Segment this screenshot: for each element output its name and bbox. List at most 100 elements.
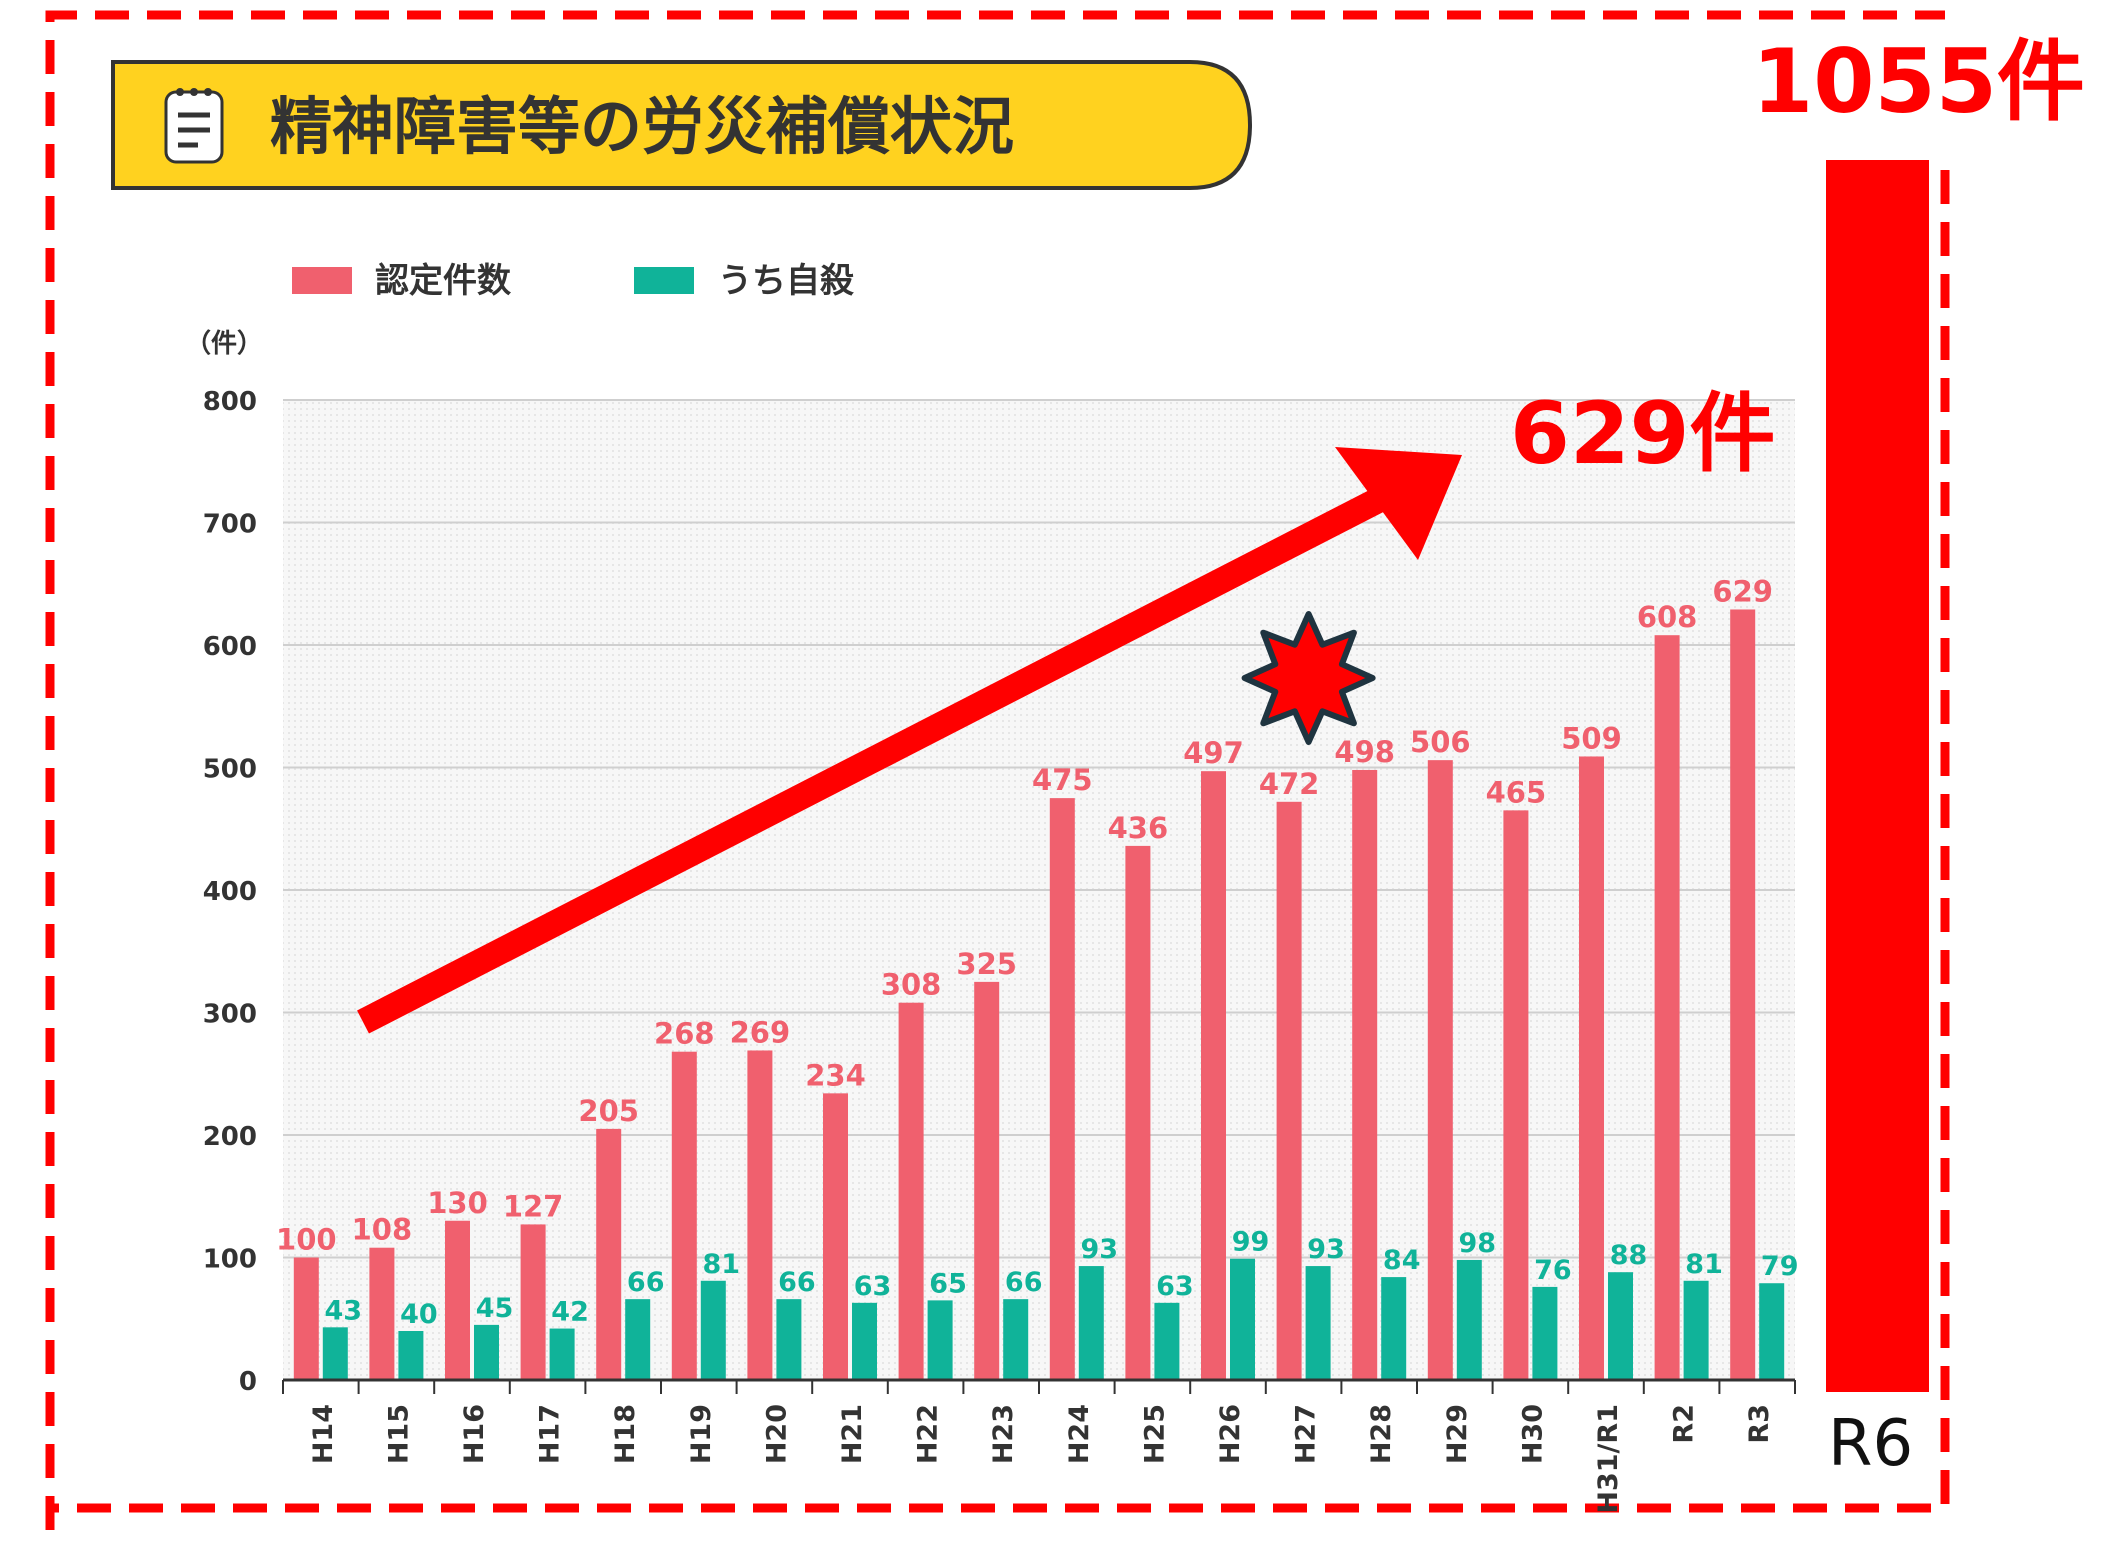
x-tick-label: H28: [1366, 1404, 1397, 1464]
bar-nintei-H24: [1049, 798, 1075, 1380]
data-label-nintei: 629: [1712, 574, 1773, 608]
bar-jisatsu-H21: [852, 1302, 877, 1380]
data-label-nintei: 108: [352, 1213, 413, 1247]
bars-group: 100 43 108 40 130 45 127 42 205 66 268 81 269 66 234 63…: [276, 574, 1798, 1380]
bar-jisatsu-H29: [1456, 1259, 1482, 1380]
bar-nintei-H27: [1276, 801, 1302, 1380]
data-label-nintei: 497: [1183, 736, 1244, 770]
data-label-jisatsu: 66: [627, 1267, 665, 1298]
bar-nintei-H26: [1201, 771, 1226, 1380]
y-tick-label: 300: [203, 1000, 257, 1030]
bar-nintei-H21: [823, 1093, 848, 1380]
data-label-nintei: 234: [805, 1058, 866, 1092]
data-label-jisatsu: 81: [703, 1249, 741, 1280]
trend-arrow: [357, 447, 1462, 1034]
bar-jisatsu-H28: [1381, 1277, 1407, 1380]
data-label-nintei: 325: [956, 947, 1017, 981]
data-label-nintei: 509: [1561, 721, 1622, 755]
data-label-nintei: 100: [276, 1223, 337, 1257]
bar-nintei-H19: [671, 1051, 697, 1380]
x-tick-label: H16: [459, 1404, 490, 1464]
x-tick-label: H24: [1064, 1404, 1095, 1464]
bar-jisatsu-H20: [776, 1299, 802, 1380]
legend: 認定件数 うち自殺: [292, 261, 854, 301]
data-label-jisatsu: 99: [1232, 1227, 1270, 1258]
legend-label-jisatsu: うち自殺: [718, 261, 854, 301]
x-tick-label: H23: [988, 1404, 1019, 1464]
x-tick-label: H31/R1: [1593, 1404, 1624, 1514]
bar-nintei-H31/R1: [1579, 756, 1604, 1380]
data-label-nintei: 475: [1032, 763, 1093, 797]
arrow-value-label: 629件: [1510, 384, 1776, 484]
data-label-jisatsu: 43: [325, 1295, 363, 1326]
bar-jisatsu-R2: [1683, 1280, 1709, 1380]
bar-nintei-H17: [520, 1224, 546, 1380]
data-label-jisatsu: 79: [1761, 1251, 1799, 1282]
x-tick-label: H19: [686, 1404, 717, 1464]
data-label-jisatsu: 76: [1534, 1255, 1572, 1286]
bar-nintei-H23: [974, 981, 1000, 1380]
y-tick-label: 400: [203, 877, 257, 907]
bar-jisatsu-H23: [1003, 1299, 1029, 1380]
bar-jisatsu-H19: [700, 1280, 726, 1380]
bar-nintei-H28: [1352, 769, 1378, 1380]
gridlines: [283, 399, 1795, 1259]
bar-jisatsu-H14: [322, 1327, 348, 1380]
x-tick-label: H22: [913, 1404, 944, 1464]
y-axis-ticks: 0 100 200 300 400 500 600 700 800: [203, 387, 257, 1397]
bar-jisatsu-H30: [1532, 1286, 1558, 1380]
x-tick-label: R2: [1669, 1404, 1700, 1444]
memo-icon: [164, 88, 224, 164]
bar-jisatsu-H25: [1154, 1302, 1180, 1380]
bar-nintei-H18: [596, 1128, 622, 1380]
data-label-jisatsu: 98: [1459, 1228, 1497, 1259]
x-tick-label: H26: [1215, 1404, 1246, 1464]
bar-nintei-H14: [293, 1257, 319, 1380]
x-tick-label: H14: [308, 1404, 339, 1464]
data-label-nintei: 127: [503, 1189, 564, 1223]
data-label-jisatsu: 63: [1156, 1271, 1194, 1302]
data-label-nintei: 465: [1486, 775, 1547, 809]
y-tick-label: 0: [239, 1367, 257, 1397]
data-label-jisatsu: 93: [1307, 1234, 1345, 1265]
x-axis: H14 H15 H16 H17 H18 H19 H20 H21 H22 H23 H24 H25 H26 H…: [282, 1378, 1796, 1514]
bar-jisatsu-H26: [1230, 1258, 1255, 1380]
data-label-nintei: 608: [1637, 600, 1698, 634]
y-tick-label: 600: [203, 632, 257, 662]
bar-jisatsu-H31/R1: [1608, 1272, 1633, 1380]
x-tick-label: H27: [1291, 1404, 1322, 1464]
x-tick-label: H20: [761, 1404, 792, 1464]
title-banner: 精神障害等の労災補償状況: [111, 60, 1253, 190]
r6-bar: [1826, 160, 1929, 1392]
legend-swatch-jisatsu: [634, 267, 694, 294]
x-tick-label: H21: [837, 1404, 868, 1464]
bar-jisatsu-R3: [1759, 1283, 1785, 1380]
chart-title: 精神障害等の労災補償状況: [270, 90, 1014, 163]
bar-nintei-H25: [1125, 845, 1151, 1380]
x-tick-label: H30: [1517, 1404, 1548, 1464]
dashed-frame: [45, 10, 1950, 1530]
y-tick-label: 100: [203, 1245, 257, 1275]
bar-nintei-H29: [1427, 760, 1453, 1380]
y-tick-label: 500: [203, 755, 257, 785]
bar-jisatsu-H27: [1305, 1266, 1331, 1380]
x-tick-label: H29: [1442, 1404, 1473, 1464]
x-tick-label: R3: [1744, 1404, 1775, 1444]
bar-jisatsu-H18: [625, 1299, 651, 1380]
data-label-jisatsu: 65: [929, 1268, 967, 1299]
bar-nintei-H15: [369, 1247, 395, 1380]
data-label-nintei: 436: [1108, 811, 1169, 845]
x-tick-label: H17: [535, 1404, 566, 1464]
bar-jisatsu-H22: [927, 1300, 953, 1380]
data-label-jisatsu: 81: [1685, 1249, 1723, 1280]
bar-jisatsu-H24: [1078, 1266, 1104, 1380]
r6-category-label: R6: [1828, 1407, 1913, 1481]
bar-jisatsu-H16: [474, 1324, 499, 1380]
bar-nintei-H30: [1503, 810, 1529, 1380]
y-tick-label: 700: [203, 510, 257, 540]
data-label-jisatsu: 93: [1081, 1234, 1119, 1265]
data-label-nintei: 472: [1259, 767, 1320, 801]
bar-nintei-R3: [1730, 609, 1756, 1380]
data-label-nintei: 269: [730, 1015, 791, 1049]
